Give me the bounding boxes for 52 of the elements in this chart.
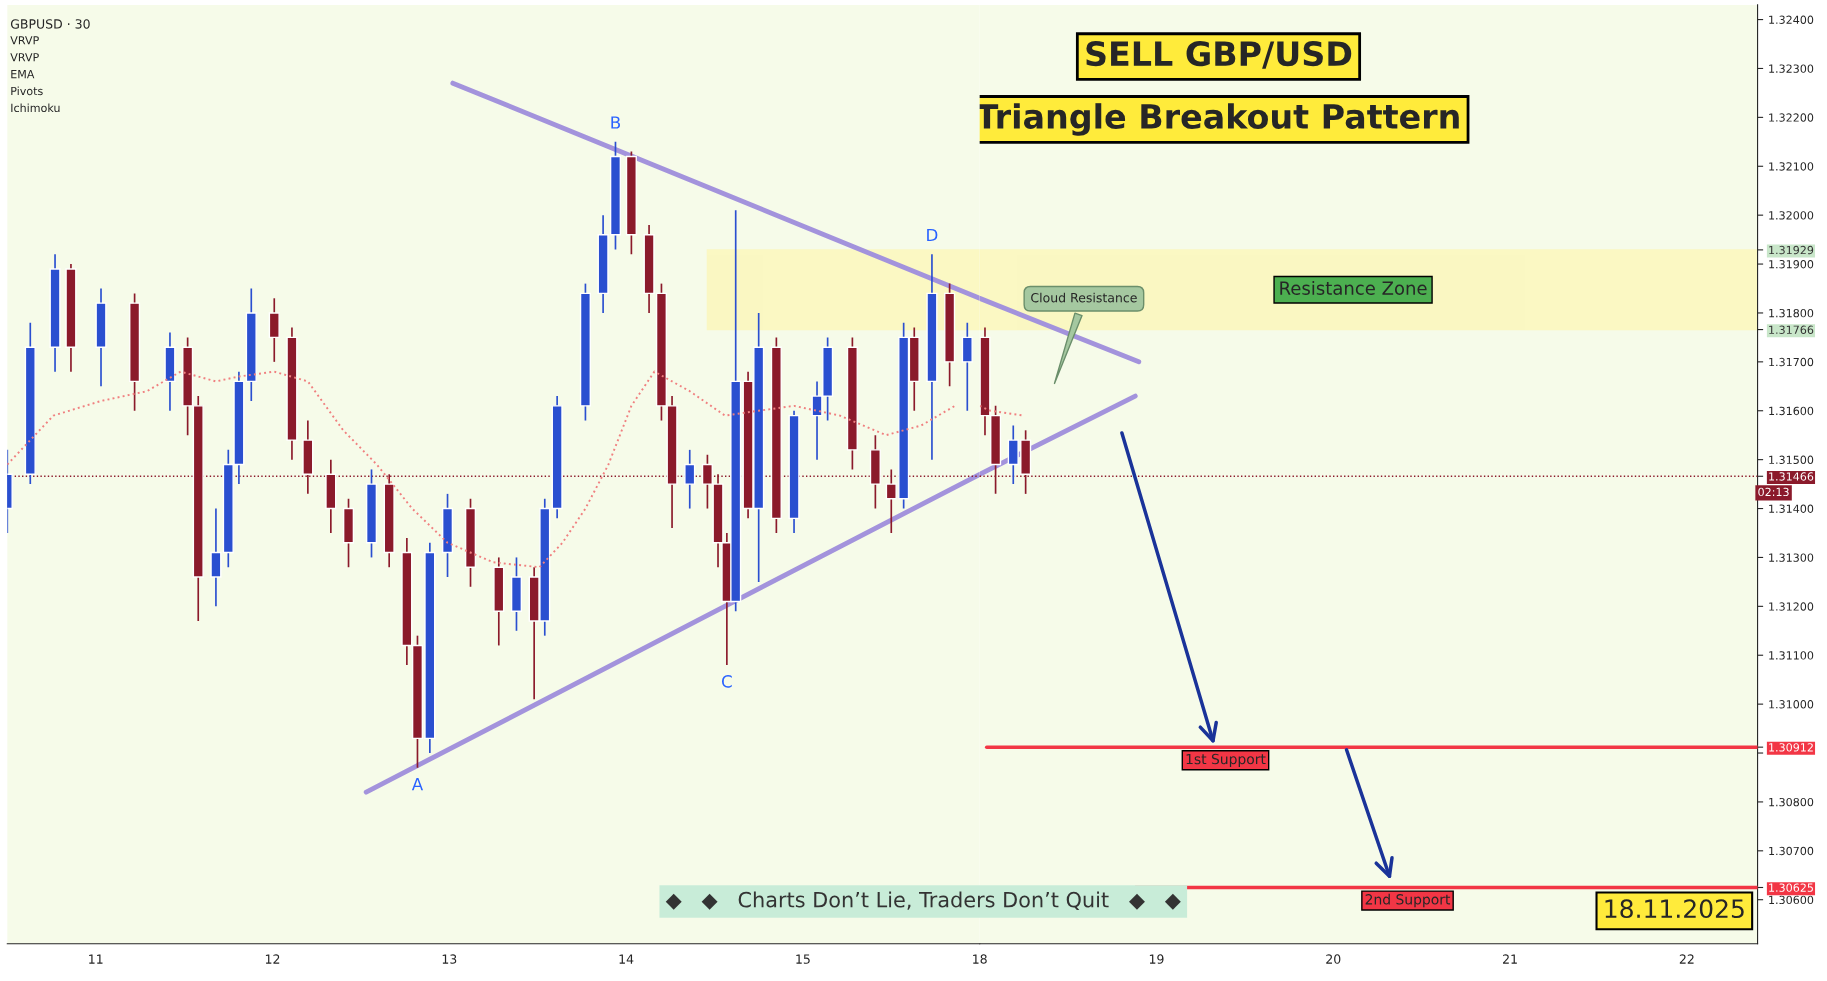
y-tick-label: 1.31900 xyxy=(1769,260,1814,269)
ref-line-label: 1st Support xyxy=(1186,753,1266,767)
annotation: B xyxy=(611,116,621,129)
x-tick-label: 18 xyxy=(973,954,987,964)
x-tick-label: 21 xyxy=(1503,954,1517,964)
y-tick-label: 1.31000 xyxy=(1769,700,1814,709)
annotation: C xyxy=(721,675,732,688)
x-tick-label: 12 xyxy=(265,954,280,964)
y-tick-label: 1.31929 xyxy=(1769,245,1814,255)
annotation: D xyxy=(927,228,938,242)
annotation: VRVP xyxy=(10,36,39,45)
y-tick-label: 1.30625 xyxy=(1769,883,1813,892)
annotation: 18.11.2025 xyxy=(1605,899,1744,919)
y-tick-label: 1.32300 xyxy=(1769,64,1814,73)
annotation: GBPUSD · 30 xyxy=(10,19,90,29)
annotation: VRVP xyxy=(10,53,39,62)
y-tick-label: 1.31400 xyxy=(1769,504,1814,513)
annotation: EMA xyxy=(11,70,35,79)
x-tick-label: 11 xyxy=(89,954,103,964)
y-tick-label: 1.31300 xyxy=(1769,553,1814,562)
y-tick-label: 1.30700 xyxy=(1769,846,1814,856)
x-tick-label: 20 xyxy=(1326,954,1341,964)
annotation: A xyxy=(411,777,424,791)
y-tick-label: 1.31700 xyxy=(1769,357,1814,367)
annotation: Pivots xyxy=(11,86,43,96)
annotation: Cloud Resistance xyxy=(1031,292,1137,303)
x-tick-label: 22 xyxy=(1679,954,1694,964)
annotation: ◆ ◆ Charts Don’t Lie, Traders Don’t Quit ◆ ◆ xyxy=(665,891,1181,910)
y-tick-label: 1.31766 xyxy=(1769,325,1814,334)
x-tick-label: 15 xyxy=(796,954,810,964)
x-tick-label: 19 xyxy=(1149,954,1164,964)
ref-line-label: 2nd Support xyxy=(1365,893,1451,908)
x-tick-label: 14 xyxy=(619,954,634,964)
annotation: Ichimoku xyxy=(11,103,60,113)
y-tick-label: 1.32100 xyxy=(1769,162,1814,171)
text: SELL GBP/USD xyxy=(1086,41,1352,69)
y-tick-label: 1.30800 xyxy=(1769,797,1814,807)
y-tick-label: 1.32400 xyxy=(1769,15,1814,24)
y-tick-label: 1.32000 xyxy=(1769,211,1814,220)
text: 02:13 xyxy=(1758,487,1789,497)
y-tick-label: 1.31800 xyxy=(1769,308,1814,318)
y-tick-label: 1.32200 xyxy=(1769,113,1814,122)
y-tick-label: 1.31200 xyxy=(1769,602,1814,611)
band-label: Resistance Zone xyxy=(1280,280,1427,295)
y-tick-label: 1.31600 xyxy=(1769,406,1814,416)
text: Triangle Breakout Pattern xyxy=(975,103,1459,136)
y-tick-label: 1.31466 xyxy=(1769,472,1814,481)
y-tick-label: 1.30912 xyxy=(1769,743,1813,752)
y-tick-label: 1.31500 xyxy=(1769,455,1814,465)
x-tick-label: 13 xyxy=(442,954,457,964)
y-tick-label: 1.30600 xyxy=(1769,895,1814,905)
y-tick-label: 1.31100 xyxy=(1769,651,1814,660)
